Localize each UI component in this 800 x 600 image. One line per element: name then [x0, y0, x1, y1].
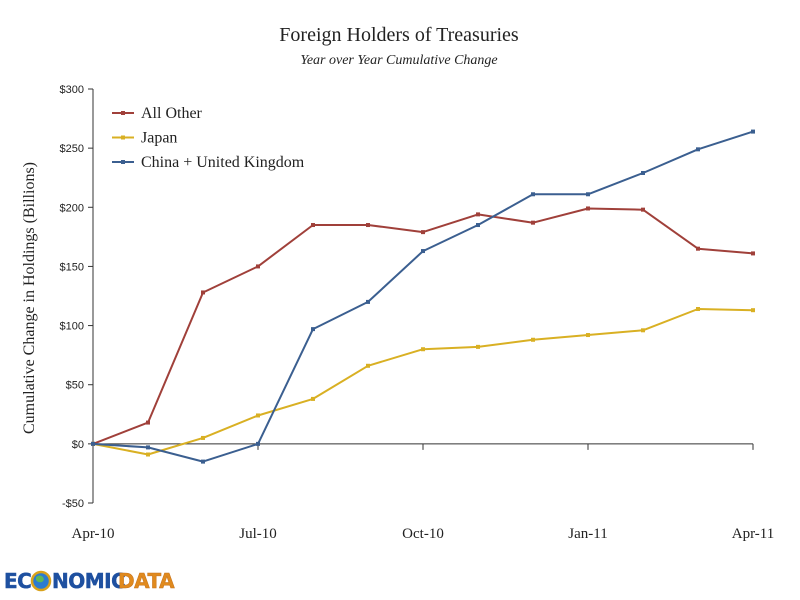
legend-marker	[121, 111, 125, 115]
legend-label: China + United Kingdom	[141, 154, 305, 171]
logo-text-data: DATA	[118, 569, 175, 593]
series-line	[92, 308, 754, 456]
data-point	[146, 420, 150, 425]
y-tick-label: $50	[66, 380, 84, 392]
x-axis: Apr-10 Jul-10 Oct-10 Jan-11 Apr-11	[71, 443, 774, 542]
data-point	[311, 327, 315, 332]
y-tick-label: $250	[60, 143, 84, 155]
data-point	[366, 363, 370, 368]
y-tick-label: $300	[60, 84, 84, 96]
data-point	[641, 170, 645, 175]
data-point	[586, 192, 590, 197]
data-point	[256, 264, 260, 269]
data-point	[531, 192, 535, 197]
economicdata-logo: EC NOMIC DATA	[4, 569, 176, 594]
data-point	[201, 459, 205, 464]
data-point	[366, 299, 370, 304]
data-point	[531, 220, 535, 225]
globe-icon	[30, 570, 52, 592]
data-point	[531, 337, 535, 342]
data-point	[476, 344, 480, 349]
chart-subtitle: Year over Year Cumulative Change	[300, 53, 497, 68]
data-point	[696, 147, 700, 152]
data-point	[256, 413, 260, 418]
data-point	[476, 223, 480, 228]
data-point	[201, 290, 205, 295]
logo-text: EC	[4, 569, 31, 593]
series-line	[92, 130, 754, 463]
data-point	[476, 212, 480, 217]
x-tick-label: Oct-10	[402, 526, 444, 542]
data-point	[421, 347, 425, 352]
data-point	[421, 230, 425, 235]
logo-text-rest: NOMIC	[52, 569, 125, 593]
y-axis-label: Cumulative Change in Holdings (Billions)	[21, 162, 38, 434]
series-lines	[91, 129, 755, 464]
data-point	[641, 328, 645, 333]
data-point	[146, 445, 150, 450]
x-tick-label: Jul-10	[239, 526, 277, 542]
data-point	[311, 396, 315, 401]
series-china-united-kingdom	[91, 129, 755, 464]
data-point	[311, 223, 315, 228]
data-point	[586, 206, 590, 211]
data-point	[751, 308, 755, 313]
x-tick-label: Apr-10	[71, 526, 114, 542]
y-tick-label: $150	[60, 261, 84, 273]
y-tick-label: -$50	[62, 498, 84, 510]
legend-label: All Other	[141, 105, 203, 122]
data-point	[421, 249, 425, 254]
legend-label: Japan	[141, 130, 177, 147]
data-point	[641, 207, 645, 212]
x-tick-label: Jan-11	[568, 526, 607, 542]
legend: All Other Japan China + United Kingdom	[112, 105, 305, 171]
data-point	[146, 452, 150, 457]
x-tick-label: Apr-11	[732, 526, 774, 542]
legend-marker	[121, 160, 125, 164]
data-point	[91, 441, 95, 446]
data-point	[256, 441, 260, 446]
data-point	[696, 246, 700, 251]
y-tick-label: $200	[60, 202, 84, 214]
legend-marker	[121, 135, 125, 140]
data-point	[586, 333, 590, 338]
y-tick-label: $0	[72, 439, 84, 451]
series-japan	[91, 307, 755, 457]
data-point	[751, 129, 755, 134]
data-point	[751, 251, 755, 256]
data-point	[201, 435, 205, 440]
chart-title: Foreign Holders of Treasuries	[279, 24, 519, 46]
data-point	[366, 223, 370, 228]
y-axis: -$50 $0 $50 $100 $150 $200 $250 $300	[60, 84, 94, 510]
data-point	[696, 307, 700, 312]
y-tick-label: $100	[60, 321, 84, 333]
